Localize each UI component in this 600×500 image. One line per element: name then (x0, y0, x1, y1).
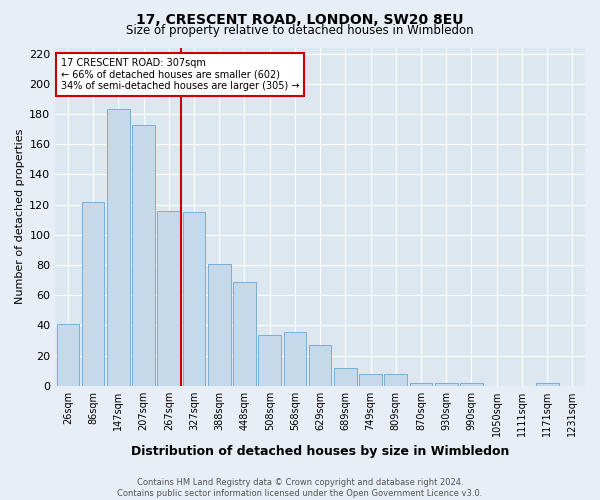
Y-axis label: Number of detached properties: Number of detached properties (15, 129, 25, 304)
Bar (208, 264, 230, 386)
Bar (309, 345, 331, 386)
Text: 17, CRESCENT ROAD, LONDON, SW20 8EU: 17, CRESCENT ROAD, LONDON, SW20 8EU (136, 12, 464, 26)
Bar (132, 124, 155, 386)
Bar (82, 202, 104, 386)
Bar (460, 383, 483, 386)
Bar (233, 282, 256, 386)
Text: Size of property relative to detached houses in Wimbledon: Size of property relative to detached ho… (126, 24, 474, 37)
Bar (359, 374, 382, 386)
Bar (410, 383, 433, 386)
X-axis label: Distribution of detached houses by size in Wimbledon: Distribution of detached houses by size … (131, 444, 509, 458)
Bar (435, 383, 458, 386)
Bar (284, 332, 306, 386)
Bar (157, 210, 180, 386)
Text: Contains HM Land Registry data © Crown copyright and database right 2024.
Contai: Contains HM Land Registry data © Crown c… (118, 478, 482, 498)
Bar (536, 383, 559, 386)
Bar (259, 334, 281, 386)
Bar (334, 368, 357, 386)
Bar (56, 324, 79, 386)
Bar (107, 110, 130, 386)
Bar (385, 374, 407, 386)
Text: 17 CRESCENT ROAD: 307sqm
← 66% of detached houses are smaller (602)
34% of semi-: 17 CRESCENT ROAD: 307sqm ← 66% of detach… (61, 58, 299, 91)
Bar (182, 212, 205, 386)
